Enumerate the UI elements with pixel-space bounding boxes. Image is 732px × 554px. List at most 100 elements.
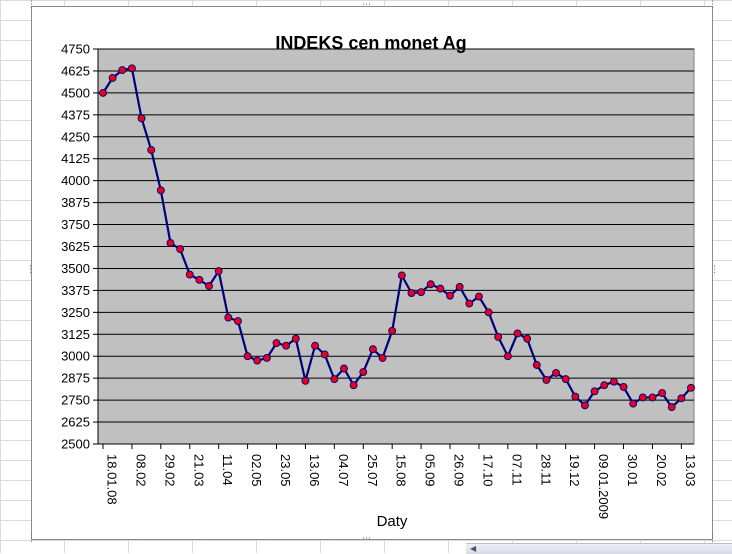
data-point [205,282,213,290]
horizontal-scrollbar[interactable] [466,543,732,554]
y-tick-label: 4250 [61,129,90,144]
data-point [166,239,175,247]
data-point [301,376,310,385]
x-tick-label: 07.11 [509,454,524,486]
y-tick-label: 2750 [61,393,90,408]
data-point [320,350,329,359]
data-point [311,341,320,350]
data-point [262,354,271,362]
data-point [195,275,204,284]
data-point [118,66,127,75]
x-tick-label: 11.04 [220,454,235,486]
x-tick-label: 15.08 [394,454,409,487]
data-point [503,352,512,361]
data-point [494,332,503,341]
resize-handle-top-left[interactable]: ⋮ [27,0,36,10]
data-point [638,393,647,402]
data-point [484,308,493,317]
data-point [571,392,580,401]
data-point [426,280,435,289]
data-point [609,377,618,386]
data-point [532,361,541,369]
x-tick-label: 29.02 [162,454,177,487]
y-tick-label: 4000 [61,173,90,188]
x-tick-label: 05.09 [423,454,438,487]
data-point [523,334,532,343]
x-tick-label: 02.05 [249,454,264,487]
data-point [137,114,146,123]
resize-handle-bottom-right[interactable]: ⋮ [708,534,717,544]
resize-handle-top-right[interactable]: ⋮ [708,0,717,10]
data-point [359,368,368,376]
chart-title: INDEKS cen monet Ag [275,33,466,53]
y-tick-label: 3750 [61,217,90,232]
x-axis: 18.01.08 08.02 29.02 21.03 11.04 02.05 23.05 13… [98,443,698,519]
data-point [243,352,252,361]
data-point [272,339,281,348]
resize-handle-left[interactable]: ⋮ [26,265,35,275]
x-tick-label: 19.12 [567,454,582,487]
data-point [687,383,695,392]
data-point [436,284,445,293]
data-point [561,375,570,383]
data-point [176,245,185,254]
x-tick-label: 26.09 [452,454,467,487]
x-tick-label: 28.11 [538,454,553,486]
data-point [291,334,300,343]
y-tick-label: 3125 [61,327,90,342]
resize-handle-top[interactable]: ⋯ [362,0,371,10]
y-tick-label: 3625 [61,239,90,254]
data-point [667,403,676,412]
data-point [108,74,117,82]
y-tick-label: 3375 [61,283,90,298]
y-tick-label: 2875 [61,371,90,386]
x-tick-label: 21.03 [191,454,206,487]
resize-handle-right[interactable]: ⋮ [710,265,719,275]
y-tick-label: 4750 [61,42,90,57]
scroll-left-icon[interactable]: ◀ [470,544,477,553]
data-point [224,313,233,322]
x-tick-label: 04.07 [336,454,351,487]
data-point [407,289,416,297]
data-point [214,267,223,276]
data-point [446,291,454,300]
x-tick-label: 17.10 [480,454,495,487]
y-tick-label: 4625 [61,63,90,78]
data-point [513,329,522,338]
data-point [368,345,377,354]
x-tick-label: 08.02 [133,454,148,487]
data-point [465,299,474,308]
y-tick-label: 3875 [61,195,90,210]
x-tick-label: 25.07 [365,454,380,487]
data-point [600,381,609,390]
data-point [156,186,165,195]
resize-handle-bottom[interactable]: ⋯ [362,534,371,544]
data-point [658,389,667,398]
x-tick-label: 23.05 [278,454,293,487]
data-point [185,270,194,279]
data-point [397,271,406,280]
x-tick-label: 13.03 [683,454,698,487]
data-point [619,382,628,391]
data-point [474,292,483,301]
y-axis: 2500 2625 2750 2875 3000 3125 3250 3375 3500 3625… [61,42,99,452]
data-point [282,341,291,350]
x-tick-label: 13.06 [307,454,322,487]
data-point [340,364,348,373]
data-point [330,375,339,383]
x-tick-label: 30.01 [625,454,640,487]
data-point [590,387,599,396]
data-point [455,282,464,291]
y-tick-label: 4375 [61,107,90,122]
data-point [648,393,657,402]
data-point [147,145,156,154]
x-tick-label: 09.01.2009 [596,454,611,519]
resize-handle-bottom-left[interactable]: ⋮ [27,534,36,544]
x-tick-label: 20.02 [654,454,669,487]
y-tick-label: 3000 [61,349,90,364]
data-point [378,354,387,362]
data-point [417,288,426,297]
data-point [253,356,262,365]
y-tick-label: 3500 [61,261,90,276]
